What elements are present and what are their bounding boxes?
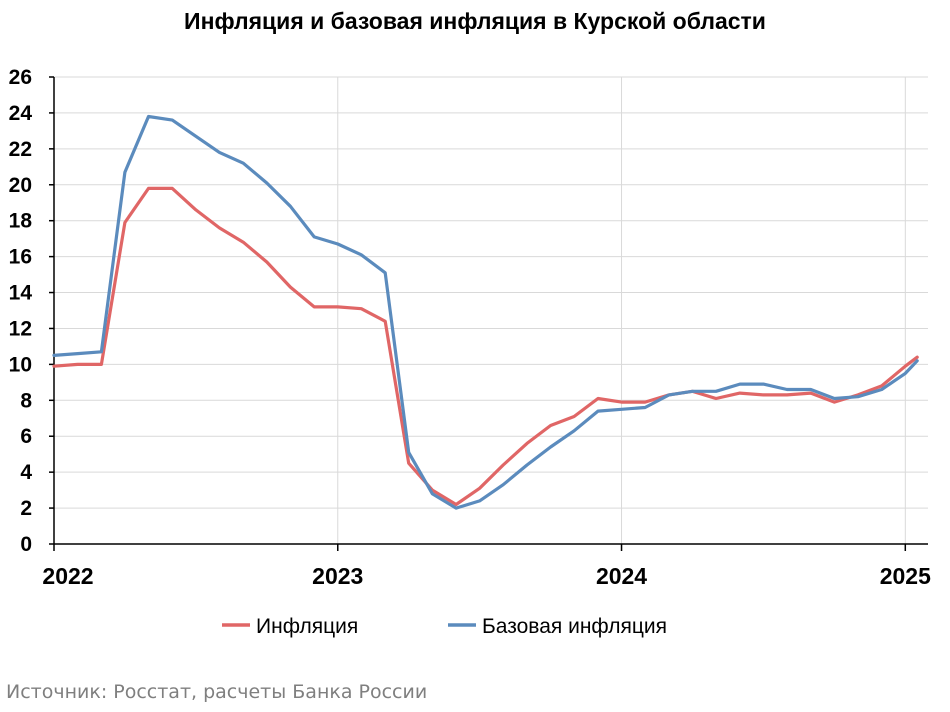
gridlines (54, 76, 928, 544)
y-tick-label: 0 (20, 533, 32, 556)
y-tick-label: 2 (20, 497, 32, 520)
y-tick-label: 6 (20, 425, 32, 448)
y-tick-label: 14 (9, 282, 33, 305)
source-note: Источник: Росстат, расчеты Банка России (6, 681, 428, 703)
x-tick-label: 2022 (42, 563, 93, 589)
series-line-0 (52, 186, 919, 507)
legend-label-0: Инфляция (256, 615, 358, 638)
x-tick-label: 2024 (596, 563, 647, 589)
x-tick-label: 2025 (880, 563, 931, 589)
y-tick-label: 20 (9, 174, 32, 197)
y-tick-label: 22 (9, 138, 32, 161)
y-tick-label: 24 (9, 102, 33, 125)
y-tick-label: 26 (9, 66, 32, 89)
chart-title: Инфляция и базовая инфляция в Курской об… (184, 8, 766, 34)
y-tick-label: 10 (9, 353, 32, 376)
y-tick-label: 4 (20, 461, 32, 484)
y-tick-label: 18 (9, 210, 33, 233)
legend-label-1: Базовая инфляция (482, 615, 667, 638)
legend: Инфляция Базовая инфляция (222, 615, 667, 638)
x-axis-ticks: 2022 2023 2024 2025 (42, 563, 931, 589)
y-tick-label: 16 (9, 246, 32, 269)
axes (49, 76, 928, 551)
y-tick-label: 12 (9, 317, 32, 340)
series-lines (52, 114, 919, 510)
x-tick-label: 2023 (312, 563, 363, 589)
series-line-1 (52, 114, 919, 510)
y-tick-label: 8 (20, 389, 32, 412)
